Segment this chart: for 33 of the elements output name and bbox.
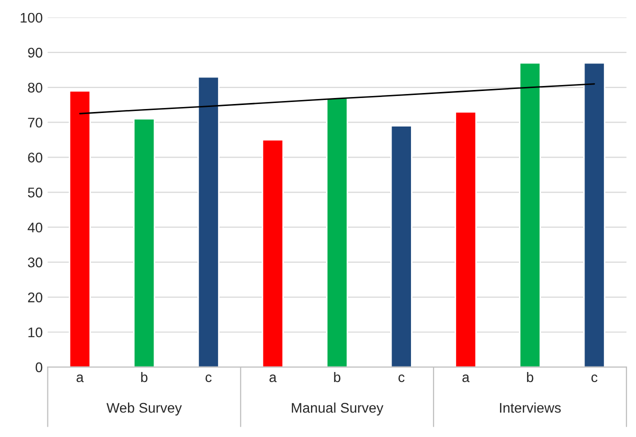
x-tick-label: b	[141, 372, 148, 382]
bar	[197, 76, 220, 368]
x-tick-label: a	[462, 374, 470, 382]
x-tick-label: a	[76, 374, 84, 382]
line-series	[79, 83, 595, 114]
y-tick-label: 30	[28, 258, 42, 268]
y-tick-label: 10	[28, 327, 42, 338]
text: Manual Survey	[292, 402, 384, 416]
x-tick-label: c	[206, 374, 212, 382]
bar	[454, 111, 477, 368]
bar	[583, 62, 606, 368]
bar	[519, 62, 541, 368]
bar	[326, 97, 348, 368]
y-tick-label: 90	[28, 48, 42, 58]
text: Web Survey	[106, 402, 182, 416]
x-tick-label: b	[334, 372, 340, 382]
x-tick-label: b	[527, 372, 534, 382]
bar	[133, 118, 156, 368]
bar	[68, 90, 91, 368]
x-tick-label: a	[270, 374, 277, 382]
y-tick-label: 100	[20, 12, 42, 23]
y-tick-label: 40	[28, 222, 42, 232]
y-tick-label: 70	[28, 118, 42, 128]
y-tick-label: 0	[36, 362, 42, 372]
x-tick-label: c	[591, 374, 598, 382]
bar	[262, 139, 284, 368]
x-tick-label: c	[398, 374, 404, 382]
y-tick-label: 20	[28, 292, 42, 302]
y-tick-label: 50	[28, 188, 42, 198]
text: Interviews	[500, 402, 561, 413]
y-tick-label: 60	[28, 152, 42, 162]
bar	[390, 125, 412, 368]
y-tick-label: 80	[28, 82, 42, 93]
